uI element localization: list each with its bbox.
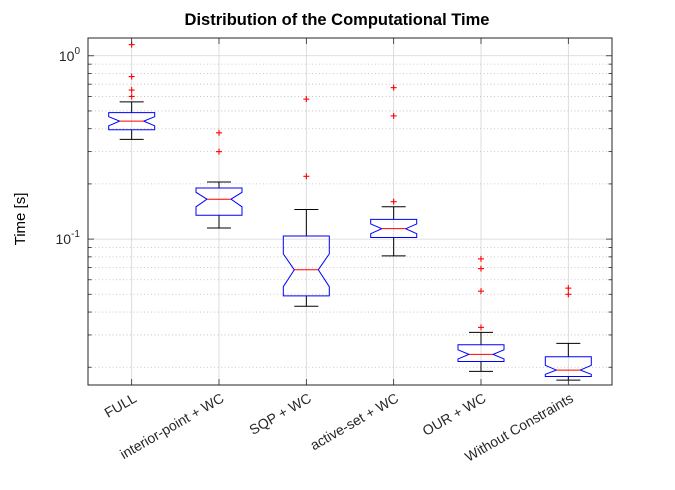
grid-layer [88,38,612,385]
box-group [195,129,243,229]
y-tick-label-exponent: -1 [71,229,80,240]
box-group [370,84,418,257]
x-tick-label: FULL [102,390,140,421]
box-group [282,96,330,307]
outlier-marker [128,93,135,100]
chart-title: Distribution of the Computational Time [185,11,490,29]
x-tick-label: OUR + WC [420,390,489,439]
outlier-marker [216,129,222,136]
plot-frame [87,37,613,386]
box-body [108,112,156,131]
box-body [282,235,330,297]
box-layer [108,41,592,381]
outlier-marker [478,255,484,262]
outlier-marker [303,96,310,103]
box-group [544,285,592,381]
y-tick-label-base: 10 [56,231,72,247]
outlier-marker [303,173,310,180]
outlier-marker [128,73,135,80]
box-body [544,356,592,377]
outlier-marker [478,324,484,331]
outlier-marker [390,198,397,205]
y-tick-label-exponent: 0 [74,46,80,57]
y-tick-label-base: 10 [59,48,75,64]
outlier-marker [478,265,484,272]
outlier-marker [216,148,222,155]
box-group [457,255,505,372]
x-tick-label: active-set + WC [307,390,401,453]
outlier-marker [390,84,397,91]
outlier-marker [565,291,572,298]
x-tick-label: SQP + WC [246,390,313,438]
outlier-marker [128,87,135,94]
y-axis-label: Time [s] [12,193,29,246]
box-body [370,218,418,238]
y-tick-label: 100 [59,46,81,64]
box-body [195,187,243,216]
outlier-marker [478,288,484,295]
outlier-marker [565,285,572,292]
box-group [108,41,156,140]
box-body [457,344,505,362]
outlier-marker [390,112,397,119]
y-tick-label: 10-1 [56,229,81,247]
